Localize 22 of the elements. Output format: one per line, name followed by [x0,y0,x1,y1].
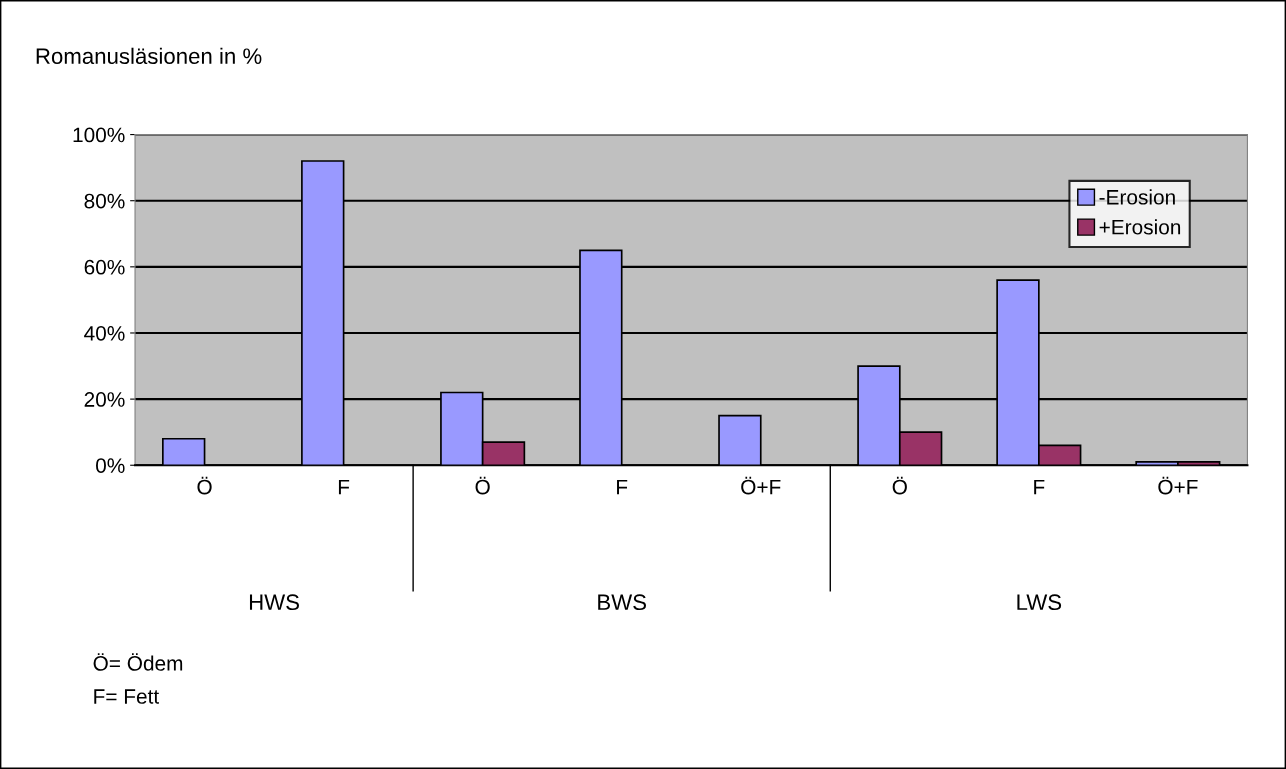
text: Ö= Ödem [93,653,183,671]
y-tick-label: 0% [96,458,125,473]
y-tick-label: 40% [84,325,125,341]
text: LWS [1017,594,1062,611]
text: BWS [598,594,646,611]
y-tick-label: 80% [84,193,125,209]
x-tick-label: F [1034,479,1045,495]
y-tick-label: 20% [84,392,125,407]
x-tick-label: F [617,479,628,495]
text: HWS [249,594,299,611]
x-tick-label: Ö [197,476,212,495]
legend-label: +Erosion [1099,219,1181,235]
text: F= Fett [94,689,160,704]
x-tick-label: Ö [475,476,490,495]
legend-label: -Erosion [1099,189,1175,205]
y-tick-label: 100% [73,127,125,143]
y-tick-label: 60% [84,259,125,275]
x-tick-label: Ö+F [1158,476,1198,495]
y-axis-title: Romanusläsionen in % [36,47,262,65]
x-tick-label: F [338,479,350,495]
x-tick-label: Ö+F [741,476,781,495]
x-tick-label: Ö [892,476,907,495]
